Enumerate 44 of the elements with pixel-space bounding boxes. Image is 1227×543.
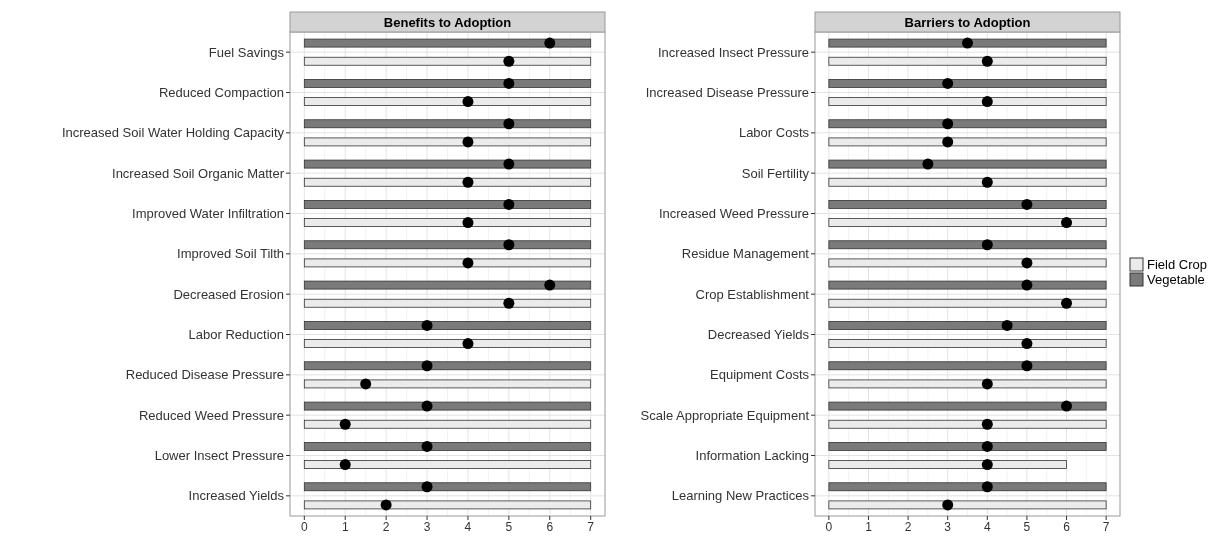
- x-tick-label: 7: [1102, 520, 1110, 534]
- y-tick-label: Improved Soil Tilth: [177, 246, 284, 262]
- x-tick-label: 6: [1063, 520, 1071, 534]
- y-tick-label: Crop Establishment: [695, 286, 810, 302]
- y-tick-label: Reduced Disease Pressure: [125, 367, 284, 383]
- x-tick-label: 2: [382, 520, 390, 534]
- x-tick-label: 6: [546, 520, 554, 534]
- y-tick-label: Increased Yields: [188, 488, 285, 504]
- y-tick-label: Fuel Savings: [208, 44, 285, 60]
- x-tick-label: 2: [904, 520, 912, 534]
- x-tick-label: 3: [423, 520, 431, 534]
- x-tick-label: 0: [825, 520, 833, 534]
- y-tick-label: Improved Water Infiltration: [132, 206, 284, 221]
- y-tick-label: Learning New Practices: [671, 488, 810, 504]
- x-tick-label: 0: [300, 520, 308, 534]
- y-tick-label: Soil Fertility: [741, 165, 810, 181]
- x-tick-label: 4: [464, 520, 472, 534]
- x-tick-label: 1: [865, 520, 873, 534]
- y-tick-label: Decreased Erosion: [173, 286, 284, 302]
- x-tick-label: 1: [341, 520, 349, 534]
- x-tick-label: 3: [944, 520, 952, 534]
- y-tick-label: Scale Appropriate Equipment: [640, 407, 810, 423]
- y-tick-label: Labor Reduction: [188, 327, 284, 342]
- y-tick-label: Residue Management: [681, 246, 810, 262]
- chart-title: Barriers to Adoption: [904, 15, 1031, 30]
- x-tick-label: 5: [505, 520, 513, 534]
- y-tick-label: Increased Soil Water Holding Capacity: [61, 125, 285, 141]
- y-tick-label: Increased Insect Pressure: [657, 44, 809, 60]
- y-tick-label: Decreased Yields: [707, 327, 810, 342]
- y-tick-label: Reduced Weed Pressure: [138, 407, 284, 423]
- y-tick-label: Information Lacking: [695, 448, 809, 463]
- x-tick-label: 7: [587, 520, 595, 534]
- x-tick-label: 5: [1023, 520, 1031, 534]
- x-tick-label: 4: [983, 520, 991, 534]
- y-tick-label: Increased Disease Pressure: [645, 85, 809, 100]
- y-tick-label: Reduced Compaction: [158, 85, 284, 100]
- y-tick-label: Lower Insect Pressure: [154, 448, 284, 463]
- chart-title: Benefits to Adoption: [383, 15, 512, 30]
- legend-label: Vegetable: [1147, 272, 1205, 287]
- y-tick-label: Equipment Costs: [710, 367, 810, 383]
- y-tick-label: Increased Soil Organic Matter: [112, 165, 285, 181]
- legend-label: Field Crop: [1147, 257, 1207, 272]
- y-tick-label: Labor Costs: [738, 125, 810, 141]
- y-tick-label: Increased Weed Pressure: [658, 206, 809, 221]
